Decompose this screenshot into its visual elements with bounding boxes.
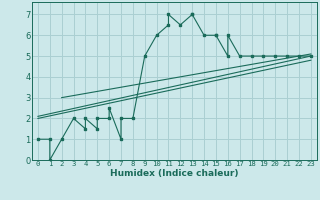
X-axis label: Humidex (Indice chaleur): Humidex (Indice chaleur) <box>110 169 239 178</box>
